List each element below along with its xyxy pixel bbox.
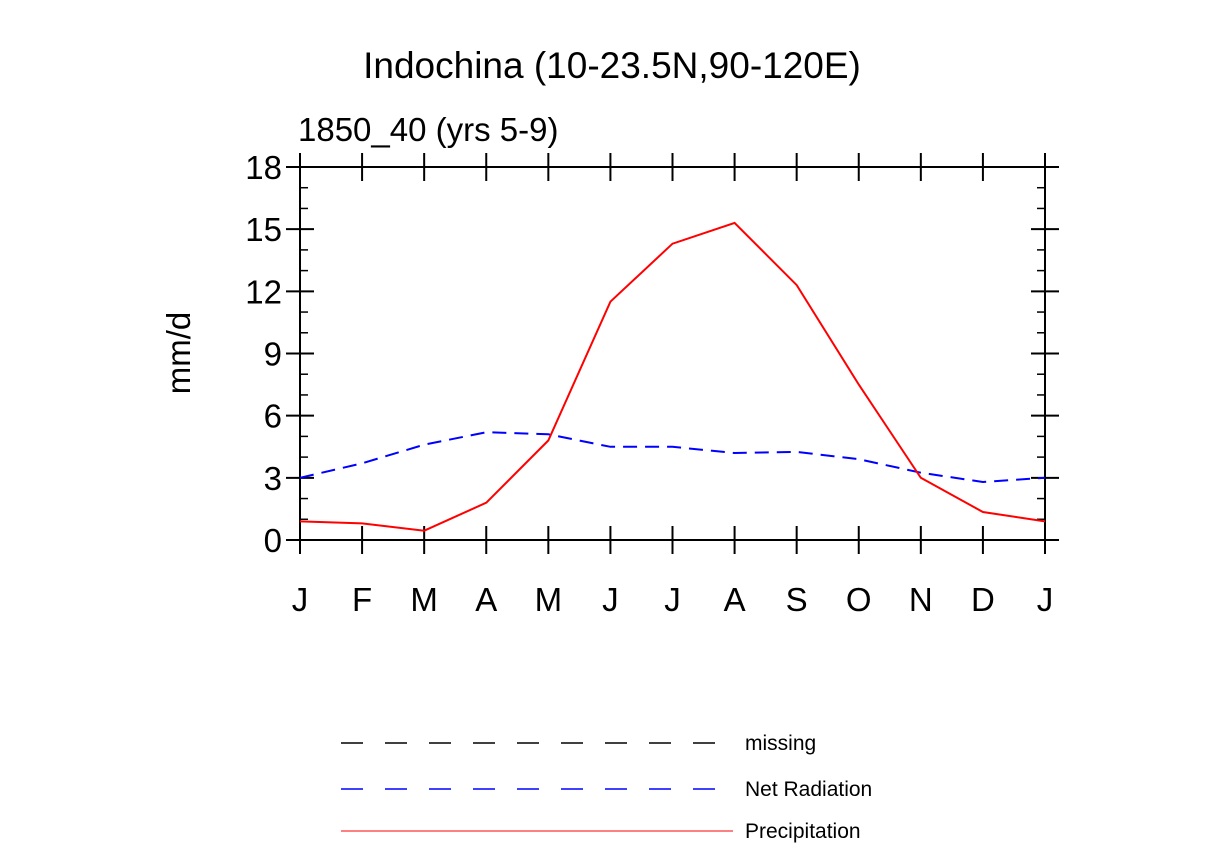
legend-label: Precipitation	[745, 820, 861, 843]
x-tick-label: O	[846, 581, 872, 618]
legend-label: missing	[745, 732, 816, 755]
x-tick-label: D	[971, 581, 995, 618]
x-tick-label: A	[724, 581, 746, 618]
legend: missing Net Radiation Precipitation	[341, 732, 872, 843]
x-tick-label: A	[475, 581, 497, 618]
x-tick-label: F	[352, 581, 372, 618]
x-tick-label: N	[909, 581, 933, 618]
series-line-net-radiation	[299, 431, 1046, 484]
y-tick-label: 12	[245, 273, 282, 310]
x-tick-label: J	[664, 581, 681, 618]
y-tick-labels: 0 3 6 9 12 15 18	[245, 149, 282, 559]
legend-label: Net Radiation	[745, 778, 872, 801]
series-lines	[299, 221, 1046, 532]
chart-subtitle: 1850_40 (yrs 5-9)	[298, 111, 558, 148]
y-tick-label: 9	[264, 336, 282, 373]
y-tick-label: 6	[264, 398, 282, 435]
y-tick-label: 15	[245, 211, 282, 248]
x-tick-label: J	[292, 581, 309, 618]
x-tick-label: J	[602, 581, 619, 618]
y-tick-label: 18	[245, 149, 282, 186]
chart-title: Indochina (10-23.5N,90-120E)	[363, 45, 861, 86]
x-tick-label: M	[410, 581, 438, 618]
x-tick-label: S	[786, 581, 808, 618]
y-axis-label: mm/d	[160, 312, 197, 395]
y-tick-label: 0	[264, 522, 282, 559]
x-tick-label: M	[535, 581, 563, 618]
axis-ticks	[286, 153, 1059, 554]
y-tick-label: 3	[264, 460, 282, 497]
series-line-precipitation	[299, 221, 1046, 532]
x-tick-label: J	[1037, 581, 1054, 618]
